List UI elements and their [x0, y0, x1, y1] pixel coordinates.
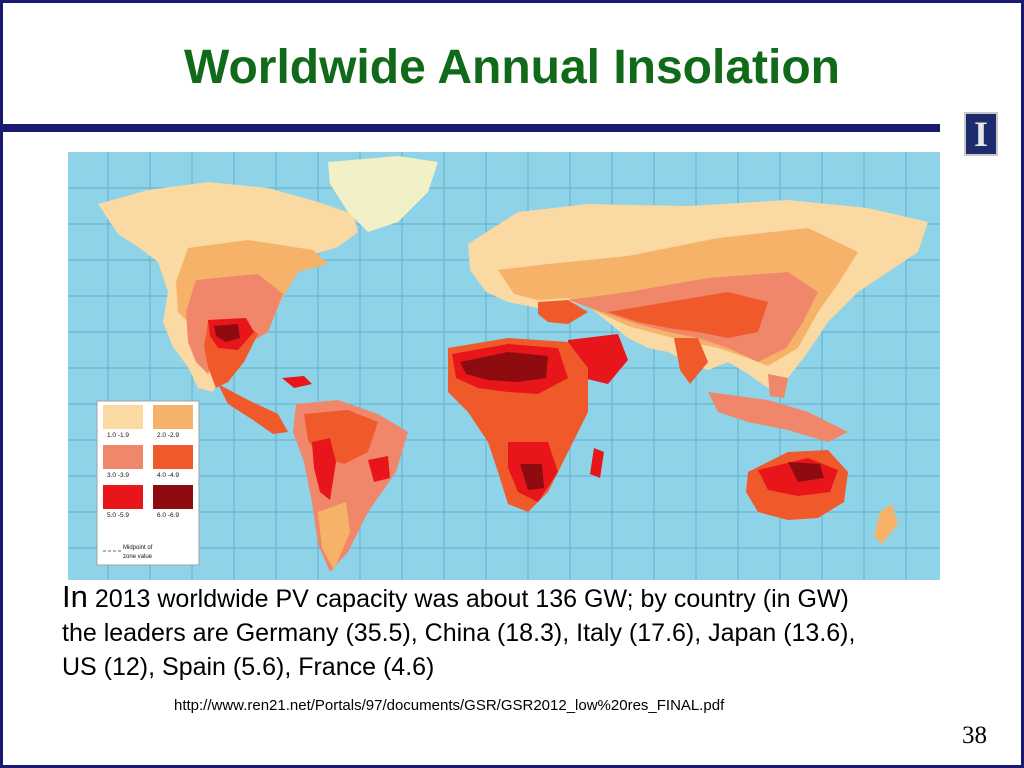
slide-title: Worldwide Annual Insolation	[184, 41, 840, 94]
legend-swatch	[153, 405, 193, 429]
caption-line-1-rest: 2013 worldwide PV capacity was about 136…	[94, 585, 849, 613]
legend-swatch	[103, 445, 143, 469]
legend-midpoint-label-line2: zone value	[123, 554, 153, 560]
legend-swatch-label: 5.0 -5.9	[107, 512, 129, 519]
legend-swatch-label: 3.0 -3.9	[107, 472, 129, 479]
new-zealand	[874, 504, 898, 544]
legend-swatch	[153, 445, 193, 469]
legend-swatch-label: 6.0 -6.9	[157, 512, 179, 519]
australia	[746, 450, 848, 520]
greenland	[328, 156, 438, 232]
caption-line-2: the leaders are Germany (35.5), China (1…	[62, 619, 856, 647]
caption-line-3: US (12), Spain (5.6), France (4.6)	[62, 653, 435, 681]
legend-swatch-label: 1.0 -1.9	[107, 432, 129, 439]
legend-swatch	[103, 405, 143, 429]
title-rule	[0, 124, 940, 132]
insolation-caption: In 2013 worldwide PV capacity was about …	[62, 580, 982, 684]
north-america	[98, 182, 358, 434]
eurasia	[468, 200, 928, 398]
source-url: http://www.ren21.net/Portals/97/document…	[174, 697, 725, 714]
southeast-asia	[708, 392, 848, 442]
caption-line-1: In 2013 worldwide PV capacity was about …	[62, 580, 982, 616]
legend-swatch	[153, 485, 193, 509]
legend-swatch-label: 4.0 -4.9	[157, 472, 179, 479]
insolation-world-map	[68, 152, 940, 580]
page-number: 38	[962, 722, 987, 749]
university-logo-icon: I	[964, 112, 998, 156]
africa	[448, 338, 604, 512]
legend-midpoint-label-line1: Midpoint of	[123, 545, 153, 551]
legend-swatch	[103, 485, 143, 509]
caption-first-word: In	[62, 579, 88, 614]
south-america	[293, 400, 408, 572]
map-legend: 1.0 -1.9 2.0 -2.9 3.0 -3.9 4.0 -4.9 5.0 -5.9…	[96, 400, 200, 566]
legend-swatch-label: 2.0 -2.9	[157, 432, 179, 439]
